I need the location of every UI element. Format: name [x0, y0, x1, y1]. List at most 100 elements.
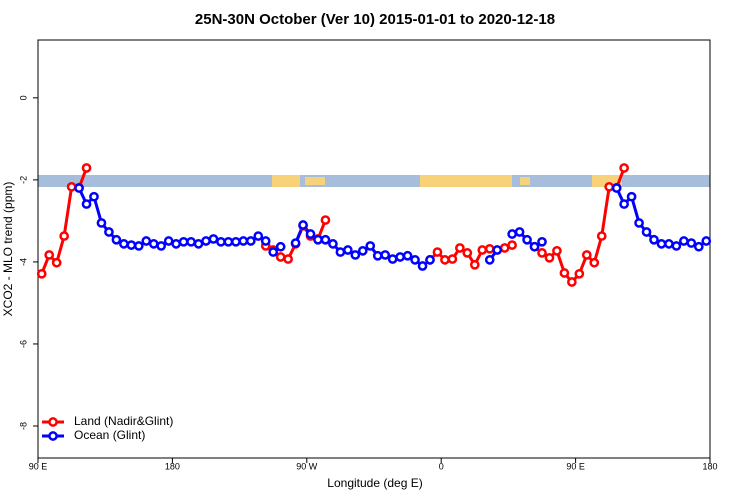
point — [537, 236, 547, 247]
point — [290, 238, 301, 248]
land-band — [420, 175, 512, 187]
point — [462, 248, 473, 258]
point — [275, 241, 286, 252]
y-tick-label: 0 — [18, 95, 28, 100]
chart-title: 25N-30N October (Ver 10) 2015-01-01 to 2… — [195, 11, 555, 28]
point — [328, 239, 338, 249]
point — [260, 236, 271, 246]
point — [499, 243, 510, 253]
point — [141, 236, 152, 246]
point — [36, 268, 47, 279]
point — [507, 240, 517, 250]
point — [574, 268, 585, 279]
point — [544, 252, 555, 263]
ocean-band — [38, 175, 710, 187]
point — [335, 247, 346, 257]
point — [656, 239, 667, 249]
legend-marker — [48, 431, 58, 441]
y-tick-label: -8 — [18, 422, 28, 430]
y-tick-label: -2 — [18, 176, 28, 184]
point — [664, 239, 674, 249]
point — [208, 234, 219, 244]
x-axis-label: Longitude (deg E) — [327, 476, 422, 490]
point — [514, 227, 525, 237]
point — [693, 241, 704, 252]
point — [589, 257, 600, 268]
point — [365, 241, 376, 251]
point — [484, 255, 495, 265]
point — [216, 236, 226, 247]
point — [201, 236, 211, 246]
point — [410, 255, 420, 265]
point — [581, 250, 592, 260]
point — [567, 277, 577, 287]
point — [193, 239, 204, 249]
point — [611, 183, 622, 193]
point — [552, 245, 562, 256]
point — [275, 252, 286, 262]
point — [522, 234, 532, 245]
point — [619, 163, 629, 173]
point — [484, 243, 495, 254]
point — [492, 245, 503, 255]
legend-label: Land (Nadir&Glint) — [74, 414, 173, 428]
point — [133, 241, 144, 251]
point — [163, 236, 174, 246]
x-tick-label: 90 W — [296, 461, 318, 471]
point — [469, 259, 480, 270]
point — [298, 220, 308, 230]
point — [477, 245, 488, 255]
point — [626, 191, 637, 202]
point — [380, 250, 391, 260]
point — [81, 163, 92, 173]
point — [89, 191, 99, 202]
plot-frame — [37, 39, 711, 459]
land-band — [272, 175, 300, 187]
surface-band — [38, 175, 710, 187]
y-tick-label: -6 — [18, 340, 28, 348]
point — [507, 229, 517, 239]
land-band — [520, 177, 530, 185]
point — [231, 236, 241, 247]
x-tick-label: 90 E — [29, 461, 48, 471]
point — [387, 254, 398, 264]
point — [126, 240, 137, 250]
point — [74, 183, 84, 193]
point — [641, 227, 652, 237]
point — [559, 268, 570, 278]
point — [447, 254, 458, 264]
point — [649, 234, 659, 245]
point — [119, 239, 129, 249]
point — [178, 236, 189, 247]
point — [529, 241, 540, 252]
point — [268, 247, 279, 257]
point — [44, 250, 55, 260]
point — [111, 234, 122, 245]
point — [253, 231, 264, 241]
point — [186, 236, 196, 247]
point — [440, 255, 450, 265]
point — [320, 234, 331, 245]
point — [305, 229, 316, 239]
point — [283, 254, 293, 264]
y-axis-label: XCO2 - MLO trend (ppm) — [1, 182, 15, 317]
point — [238, 236, 249, 246]
point — [171, 239, 181, 249]
point — [320, 215, 331, 225]
point — [313, 234, 323, 245]
point — [596, 231, 607, 241]
x-tick-label: 90 E — [566, 461, 585, 471]
legend-label: Ocean (Glint) — [74, 428, 145, 442]
point — [402, 250, 413, 261]
point — [350, 250, 361, 260]
point — [104, 227, 114, 237]
point — [81, 199, 92, 209]
point — [156, 241, 167, 251]
point — [66, 182, 77, 192]
point — [417, 261, 428, 271]
point — [51, 257, 62, 268]
point — [223, 236, 234, 247]
y-tick-label: -4 — [18, 258, 28, 266]
point — [455, 243, 465, 253]
